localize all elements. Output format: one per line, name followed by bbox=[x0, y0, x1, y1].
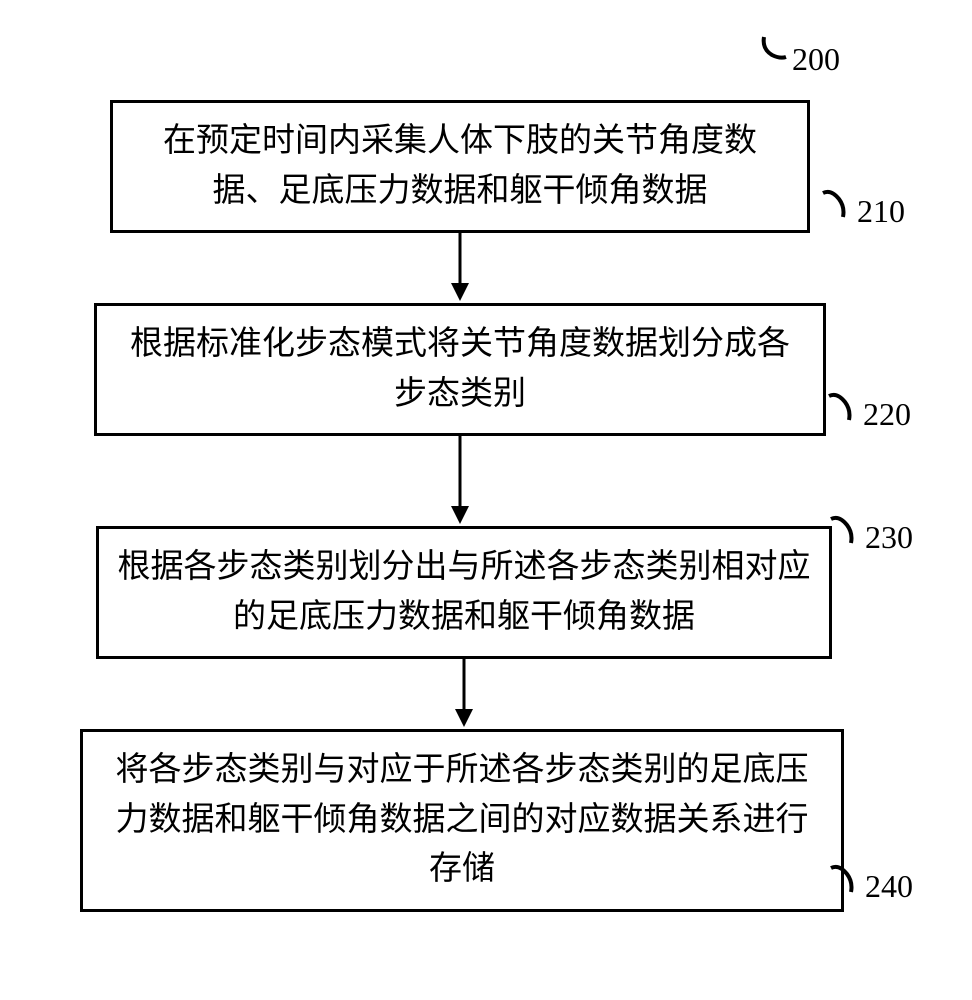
step-3-callout: 230 bbox=[829, 511, 913, 561]
step-4-text: 将各步态类别与对应于所述各步态类别的足底压力数据和躯干倾角数据之间的对应数据关系… bbox=[101, 746, 823, 895]
callout-hook-icon bbox=[821, 185, 851, 217]
flowchart-step-1: 在预定时间内采集人体下肢的关节角度数据、足底压力数据和躯干倾角数据 210 bbox=[110, 100, 810, 233]
step-3-label: 230 bbox=[859, 511, 913, 561]
arrow-1 bbox=[110, 233, 810, 303]
callout-hook-icon bbox=[827, 388, 857, 420]
flowchart-diagram: 200 在预定时间内采集人体下肢的关节角度数据、足底压力数据和躯干倾角数据 21… bbox=[80, 30, 900, 912]
step-1-text: 在预定时间内采集人体下肢的关节角度数据、足底压力数据和躯干倾角数据 bbox=[131, 117, 789, 216]
step-4-callout: 240 bbox=[829, 860, 913, 910]
callout-hook-icon bbox=[829, 511, 859, 543]
step-2-label: 220 bbox=[857, 388, 911, 438]
step-1-callout: 210 bbox=[821, 185, 905, 235]
flowchart-step-4: 将各步态类别与对应于所述各步态类别的足底压力数据和躯干倾角数据之间的对应数据关系… bbox=[80, 729, 844, 912]
flowchart-step-2: 根据标准化步态模式将关节角度数据划分成各步态类别 220 bbox=[94, 303, 826, 436]
figure-marker: 200 bbox=[760, 35, 840, 78]
flowchart-step-3: 根据各步态类别划分出与所述各步态类别相对应的足底压力数据和躯干倾角数据 230 bbox=[96, 526, 832, 659]
callout-hook-icon bbox=[829, 860, 859, 892]
step-2-callout: 220 bbox=[827, 388, 911, 438]
arrow-3 bbox=[96, 659, 832, 729]
step-2-text: 根据标准化步态模式将关节角度数据划分成各步态类别 bbox=[115, 320, 805, 419]
figure-number-label: 200 bbox=[788, 35, 840, 78]
figure-hook bbox=[760, 35, 788, 65]
step-3-text: 根据各步态类别划分出与所述各步态类别相对应的足底压力数据和躯干倾角数据 bbox=[117, 543, 811, 642]
step-4-label: 240 bbox=[859, 860, 913, 910]
arrow-2 bbox=[94, 436, 826, 526]
step-1-label: 210 bbox=[851, 185, 905, 235]
